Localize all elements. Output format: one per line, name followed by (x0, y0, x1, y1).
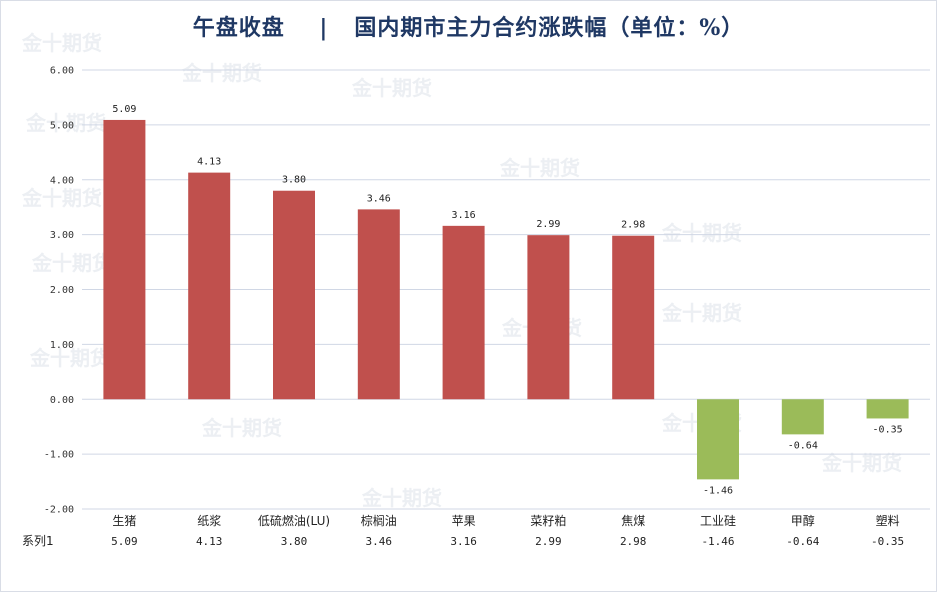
watermark-text: 金十期货 (661, 301, 742, 325)
category-label: 生猪 (112, 514, 136, 528)
data-label: -0.64 (788, 440, 818, 451)
y-tick-label: 5.00 (50, 120, 74, 131)
watermark-text: 金十期货 (351, 76, 432, 100)
bar (273, 190, 315, 400)
data-label: 5.09 (112, 104, 136, 115)
y-tick-label: 3.00 (50, 230, 74, 241)
bar (527, 235, 570, 400)
watermark-text: 金十期货 (499, 156, 580, 180)
bar (103, 119, 146, 400)
watermark-text: 金十期货 (661, 221, 742, 245)
category-label: 工业硅 (700, 514, 736, 528)
bar (357, 209, 400, 400)
watermark-text: 金十期货 (201, 416, 282, 440)
data-label: 3.16 (452, 210, 476, 221)
data-label: -1.46 (703, 485, 733, 496)
table-value: -1.46 (701, 535, 734, 548)
y-tick-label: 4.00 (50, 175, 74, 186)
data-label: 3.80 (282, 175, 306, 186)
bar (442, 225, 485, 400)
table-value: 3.46 (366, 535, 393, 548)
category-label: 焦煤 (621, 514, 645, 528)
bar (188, 172, 231, 400)
category-label: 苹果 (452, 514, 476, 528)
table-value: 3.80 (281, 535, 308, 548)
category-label: 甲醇 (791, 513, 815, 528)
y-tick-label: 0.00 (50, 395, 74, 406)
watermark-text: 金十期货 (25, 111, 106, 135)
data-label: 2.98 (621, 220, 645, 231)
y-tick-label: 1.00 (50, 340, 74, 351)
data-label: 3.46 (367, 193, 391, 204)
category-label: 塑料 (876, 513, 900, 528)
watermark-text: 金十期货 (821, 451, 902, 475)
table-value: 2.98 (620, 535, 647, 548)
category-label: 低硫燃油(LU) (258, 513, 330, 528)
bar (697, 399, 739, 480)
category-label: 菜籽粕 (530, 513, 566, 528)
table-value: -0.64 (786, 535, 819, 548)
table-value: -0.35 (871, 535, 904, 548)
table-value: 4.13 (196, 535, 223, 548)
watermark-text: 金十期货 (31, 251, 112, 275)
data-label: -0.35 (873, 424, 903, 435)
bar (866, 399, 909, 419)
table-value: 2.99 (535, 535, 562, 548)
y-tick-label: -1.00 (44, 450, 74, 461)
chart-title: 午盘收盘 | 国内期市主力合约涨跌幅（单位：%） (192, 15, 745, 41)
data-label: 2.99 (536, 219, 560, 230)
watermark-text: 金十期货 (181, 61, 262, 85)
watermark-text: 金十期货 (361, 486, 442, 510)
watermark-text: 金十期货 (29, 346, 110, 370)
watermark-text: 金十期货 (21, 31, 102, 55)
y-tick-label: 2.00 (50, 285, 74, 296)
table-value: 5.09 (111, 535, 138, 548)
data-label: 4.13 (197, 157, 221, 168)
y-tick-label: -2.00 (44, 505, 74, 516)
series-name: 系列1 (22, 534, 54, 548)
bar (612, 235, 655, 400)
bar (781, 399, 824, 435)
watermark-text: 金十期货 (21, 186, 102, 210)
y-tick-label: 6.00 (50, 66, 74, 77)
category-label: 纸浆 (197, 513, 221, 528)
category-label: 棕榈油 (361, 513, 397, 528)
table-value: 3.16 (450, 535, 477, 548)
